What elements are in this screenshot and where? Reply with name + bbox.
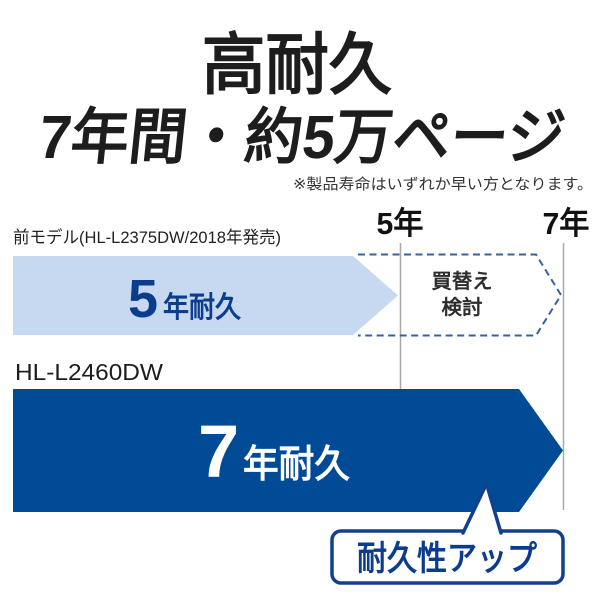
callout-tail-left-edge xyxy=(461,485,487,535)
new-model-label: HL-L2460DW xyxy=(15,359,163,385)
page-title: 高耐久 xyxy=(202,28,392,103)
old-model-arrow-value: 5 xyxy=(128,269,158,329)
replacement-zone-line2: 検討 xyxy=(442,295,483,319)
old-model-arrow xyxy=(13,256,398,335)
new-model-arrow xyxy=(13,389,563,512)
callout-tail xyxy=(463,486,501,534)
old-model-arrow-suffix: 年耐久 xyxy=(163,290,241,324)
new-model-arrow-suffix: 年耐久 xyxy=(243,444,350,486)
new-model-arrow-value: 7 xyxy=(198,410,239,493)
callout-label: 耐久性アップ xyxy=(357,540,537,578)
year7-label: 7年 xyxy=(543,206,590,241)
replacement-dashed-arrow xyxy=(358,253,563,337)
old-model-label: 前モデル(HL-L2375DW/2018年発売) xyxy=(13,227,281,247)
lifespan-note: ※製品寿命はいずれか早い方となります。 xyxy=(293,175,593,193)
callout-box xyxy=(330,529,565,585)
year5-label: 5年 xyxy=(377,206,424,241)
page-subtitle: 7年間・約5万ページ xyxy=(36,103,569,171)
replacement-zone-line1: 買替え xyxy=(432,269,493,293)
callout-tail-right-edge xyxy=(486,487,503,535)
